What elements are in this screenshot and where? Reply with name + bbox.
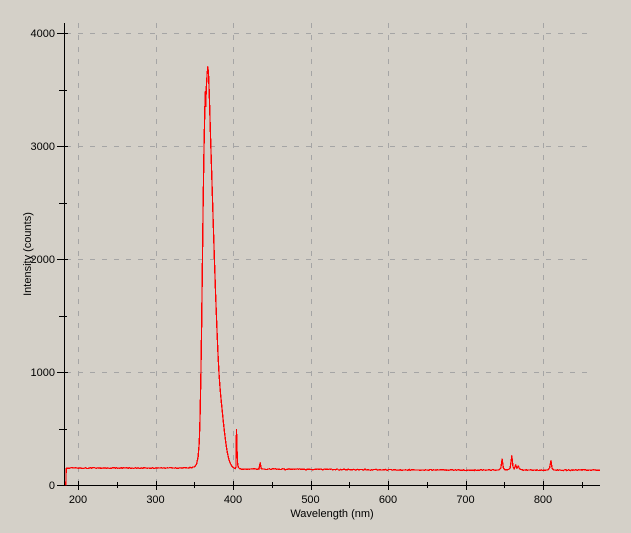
x-tick-label: 200 [69,494,87,506]
y-tick-label: 3000 [31,141,55,153]
axis-tick-labels: 200 300 400 500 600 700 800 0 1000 2000 3000 4000 [31,28,553,506]
x-tick-label: 400 [224,494,242,506]
x-tick-label: 800 [534,494,552,506]
axis-ticks [57,33,583,490]
y-tick-label: 4000 [31,28,55,40]
y-tick-label: 1000 [31,367,55,379]
y-axis-title: Intensity (counts) [22,212,34,296]
x-tick-label: 300 [146,494,164,506]
spectrum-trace [65,66,601,486]
x-tick-label: 700 [456,494,474,506]
x-tick-label: 600 [379,494,397,506]
x-axis-title: Wavelength (nm) [290,508,373,520]
gridlines [66,22,592,484]
axes [63,22,600,487]
y-tick-label: 2000 [31,254,55,266]
y-tick-label: 0 [49,480,55,492]
x-tick-label: 500 [301,494,319,506]
